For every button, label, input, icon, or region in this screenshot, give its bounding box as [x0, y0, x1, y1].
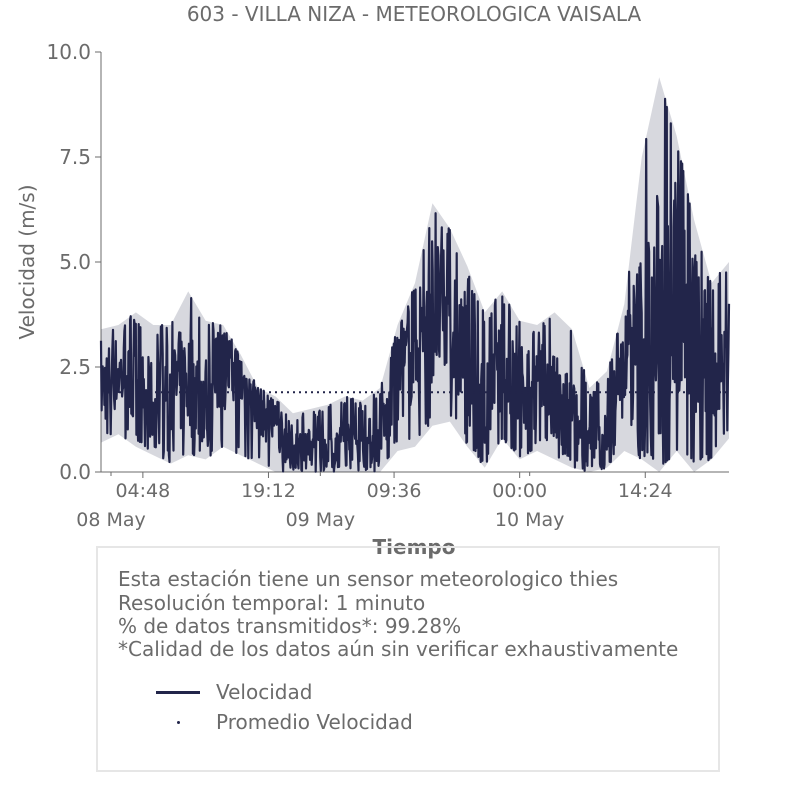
- velocidad-line: [99, 97, 731, 473]
- info-box: Esta estación tiene un sensor meteorolog…: [96, 546, 720, 772]
- chart: 603 - VILLA NIZA - METEOROLOGICA VAISALA…: [15, 2, 731, 559]
- info-sensor-text: Esta estación tiene un sensor meteorolog…: [118, 567, 619, 591]
- info-quality-note: *Calidad de los datos aún sin verificar …: [118, 637, 679, 661]
- info-resolution-text: Resolución temporal: 1 minuto: [118, 591, 426, 615]
- legend-velocidad-label: Velocidad: [216, 680, 313, 704]
- y-tick-label: 2.5: [59, 355, 91, 379]
- x-date-label: 10 May: [495, 509, 565, 531]
- x-tick-label: 14:24: [618, 480, 673, 502]
- y-tick-label: 10.0: [46, 40, 91, 64]
- x-tick-label: 00:00: [492, 480, 547, 502]
- x-axis-ticks: 04:48 19:12 09:36 00:00 14:24 08 May 09 May 10 …: [76, 472, 673, 531]
- legend-promedio-swatch: [177, 721, 180, 724]
- y-tick-label: 5.0: [59, 250, 91, 274]
- y-tick-label: 7.5: [59, 145, 91, 169]
- y-axis-ticks: 0.0 2.5 5.0 7.5 10.0: [46, 40, 101, 484]
- x-tick-label: 19:12: [241, 480, 296, 502]
- chart-title: 603 - VILLA NIZA - METEOROLOGICA VAISALA: [187, 2, 642, 26]
- x-date-label: 08 May: [76, 509, 146, 531]
- plot-area: [99, 77, 731, 473]
- y-axis-label: Velocidad (m/s): [15, 184, 39, 339]
- legend-velocidad-swatch: [156, 691, 200, 694]
- x-date-label: 09 May: [286, 509, 356, 531]
- x-tick-label: 09:36: [367, 480, 422, 502]
- legend-promedio-label: Promedio Velocidad: [216, 710, 413, 734]
- x-tick-label: 04:48: [115, 480, 170, 502]
- info-transmitted-text: % de datos transmitidos*: 99.28%: [118, 614, 462, 638]
- y-tick-label: 0.0: [59, 460, 91, 484]
